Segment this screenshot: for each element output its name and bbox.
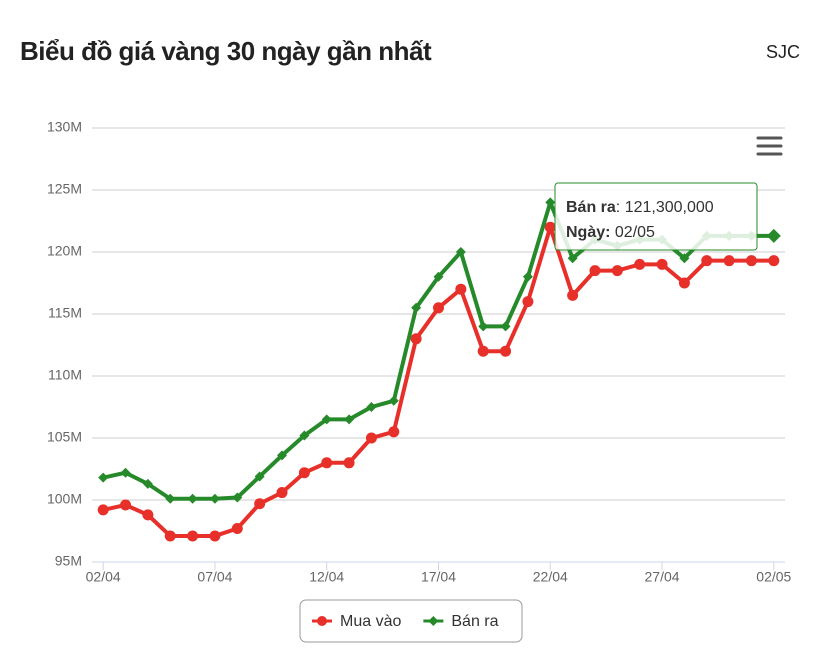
point — [366, 402, 377, 412]
legend-label: Mua vào — [340, 613, 401, 630]
point — [365, 432, 377, 444]
point — [544, 221, 556, 233]
point — [611, 265, 623, 277]
y-tick-label: 105M — [47, 429, 82, 445]
point — [567, 289, 579, 301]
point — [679, 253, 690, 264]
tooltip-box — [554, 182, 758, 251]
tooltip-label: Bán ra — [566, 199, 616, 216]
tooltip-text: Bán ra: 121,300,000 — [566, 199, 714, 216]
point — [388, 426, 400, 438]
point — [187, 493, 198, 504]
header: Biểu đồ giá vàng 30 ngày gần nhất SJC — [0, 0, 829, 100]
point — [766, 228, 781, 243]
point — [343, 457, 355, 469]
point — [500, 345, 512, 357]
point — [455, 283, 467, 295]
x-tick-label: 07/04 — [197, 569, 232, 585]
point — [298, 467, 310, 479]
y-tick-label: 120M — [47, 243, 82, 259]
legend-marker — [317, 616, 327, 626]
point — [522, 271, 533, 282]
point — [299, 430, 310, 441]
y-tick-label: 115M — [48, 305, 82, 321]
point — [634, 258, 646, 270]
point — [344, 414, 355, 425]
point — [187, 530, 199, 542]
legend-marker — [428, 616, 439, 626]
point — [433, 302, 444, 314]
point — [567, 253, 578, 264]
point — [678, 277, 690, 289]
tooltip-label: Ngày: — [566, 224, 610, 241]
tooltip-text: Ngày: 02/05 — [566, 224, 655, 241]
point — [522, 296, 534, 308]
x-tick-label: 02/04 — [86, 569, 121, 585]
point — [768, 255, 780, 267]
tooltip-value: 02/05 — [610, 224, 655, 241]
y-tick-label: 130M — [47, 119, 82, 135]
point — [701, 255, 713, 267]
point — [723, 255, 735, 267]
menu-icon[interactable] — [756, 136, 783, 156]
y-tick-label: 125M — [47, 181, 82, 197]
point — [120, 467, 131, 478]
point — [120, 499, 132, 511]
point — [97, 504, 109, 516]
point — [98, 472, 109, 483]
tooltip: Bán ra: 121,300,000 Ngày: 02/05 — [554, 182, 758, 251]
x-tick-label: 17/04 — [421, 569, 456, 585]
brand: SJC — [765, 42, 800, 62]
point — [276, 487, 288, 499]
point — [209, 530, 221, 542]
x-tick-label: 12/04 — [309, 569, 344, 585]
x-tick-label: 02/05 — [756, 569, 791, 585]
point — [656, 258, 668, 270]
point — [142, 509, 154, 521]
point — [321, 457, 333, 469]
y-tick-label: 95M — [55, 553, 82, 569]
point — [589, 265, 601, 277]
title: Biểu đồ giá vàng 30 ngày gần nhất — [20, 36, 432, 66]
point — [232, 492, 243, 503]
point — [455, 247, 466, 257]
point — [433, 271, 444, 282]
point — [142, 478, 153, 489]
point — [165, 493, 176, 504]
legend-box — [299, 599, 523, 643]
point — [410, 333, 422, 345]
point — [254, 471, 265, 482]
point — [477, 345, 489, 357]
point — [500, 321, 511, 332]
point — [209, 493, 220, 504]
y-tick-label: 100M — [47, 491, 82, 507]
point — [277, 450, 288, 461]
y-tick-label: 110M — [48, 367, 82, 383]
point — [388, 395, 399, 406]
tooltip-value: : 121,300,000 — [616, 199, 714, 216]
point — [478, 321, 489, 332]
x-tick-label: 27/04 — [645, 569, 680, 585]
point — [745, 255, 757, 267]
point — [164, 530, 176, 542]
point — [231, 523, 243, 535]
point — [254, 498, 266, 510]
point — [321, 414, 332, 425]
point — [411, 302, 422, 313]
point — [545, 197, 556, 208]
legend: Mua vào Bán ra — [299, 599, 523, 643]
x-tick-label: 22/04 — [533, 569, 568, 585]
legend-label: Bán ra — [451, 613, 498, 630]
